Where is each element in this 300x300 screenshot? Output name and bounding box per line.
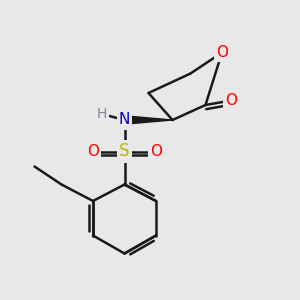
Text: H: H <box>97 107 107 121</box>
Polygon shape <box>124 116 172 124</box>
Text: O: O <box>150 144 162 159</box>
Text: N: N <box>119 112 130 128</box>
Text: O: O <box>216 45 228 60</box>
Text: O: O <box>87 144 99 159</box>
Text: O: O <box>225 93 237 108</box>
Text: S: S <box>119 142 130 160</box>
